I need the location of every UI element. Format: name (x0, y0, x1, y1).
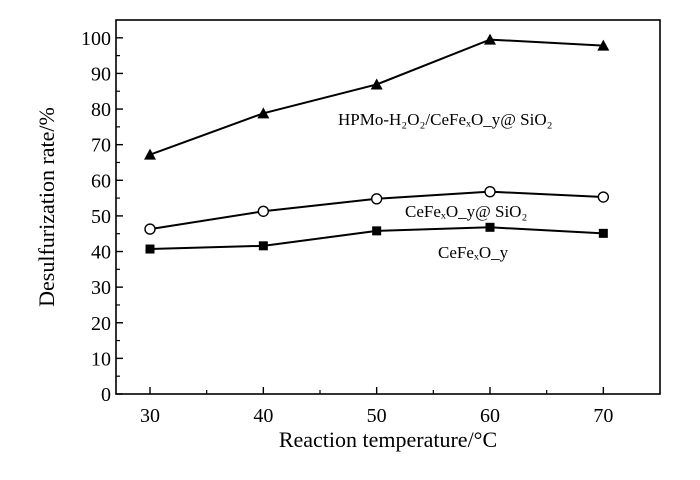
series-layer (144, 33, 610, 254)
x-axis-title: Reaction temperature/°C (279, 427, 497, 452)
y-tick-label: 50 (91, 206, 111, 228)
y-tick-label: 10 (91, 348, 111, 370)
y-tick-label: 80 (91, 99, 111, 121)
y-tick-label: 40 (91, 242, 111, 264)
data-point-triangle (257, 107, 270, 119)
data-point-triangle (370, 78, 383, 90)
data-point-triangle (484, 33, 496, 45)
y-tick-label: 30 (91, 277, 111, 299)
data-point-circle (370, 193, 383, 205)
y-tick-label: 70 (91, 135, 111, 157)
data-point-circle (257, 205, 270, 217)
data-point-circle (484, 185, 496, 198)
x-tick-label: 40 (253, 405, 273, 427)
series-label-hpmo: HPMo-H₂O₂/CeFeₓO_y@ SiO₂ (338, 110, 553, 129)
data-point-square (598, 228, 608, 238)
y-tick-label: 20 (91, 313, 111, 335)
plot-frame (115, 19, 661, 395)
data-point-triangle (144, 148, 156, 160)
y-axis-title: Desulfurization rate/% (34, 107, 59, 307)
series-label-cefexoy: CeFeₓO_y (438, 243, 509, 262)
y-tick-label: 60 (91, 170, 111, 192)
data-point-square (258, 241, 268, 251)
y-axis: 0 10 20 30 40 50 60 70 80 90 100 (81, 28, 123, 406)
y-tick-label: 90 (91, 63, 111, 85)
data-point-circle (144, 223, 156, 235)
data-point-square (485, 222, 495, 232)
data-point-square (372, 226, 382, 236)
data-point-circle (597, 191, 610, 203)
data-point-square (145, 244, 155, 254)
data-point-triangle (597, 39, 610, 51)
y-tick-label: 0 (101, 384, 111, 406)
x-axis: 30 40 50 60 70 (140, 387, 613, 427)
series-line-0 (149, 38, 604, 156)
series-label-cefexoy-sio2: CeFeₓO_y@ SiO₂ (405, 202, 527, 221)
x-tick-label: 70 (593, 405, 613, 427)
x-tick-label: 60 (480, 405, 500, 427)
x-tick-label: 50 (367, 405, 387, 427)
y-tick-label: 100 (81, 28, 111, 50)
x-tick-label: 30 (140, 405, 160, 427)
